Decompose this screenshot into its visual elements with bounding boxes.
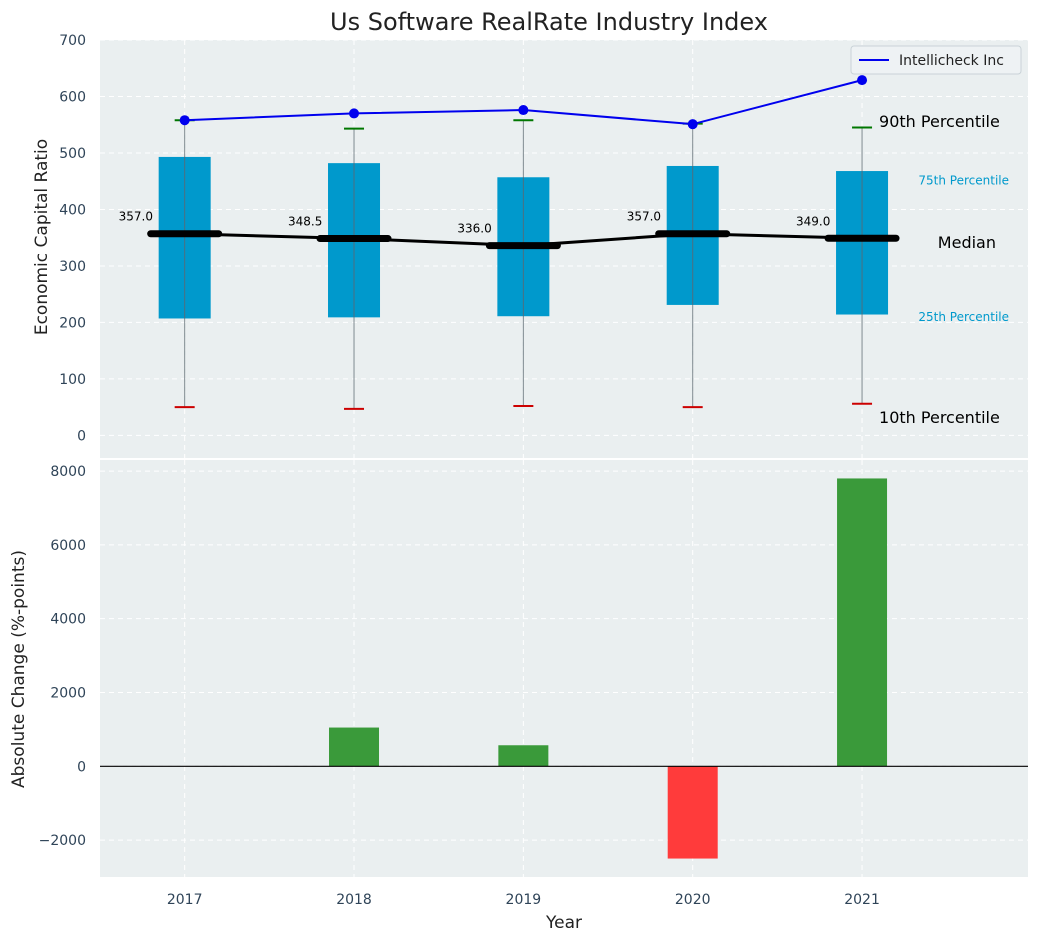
legend-frame: [850, 45, 1022, 75]
company-series-point: [349, 108, 360, 119]
chart-title: Us Software RealRate Industry Index: [330, 8, 768, 36]
company-series-point: [857, 75, 868, 86]
bottom-y-tick-label: 6000: [50, 538, 86, 554]
bottom-y-tick-label: −2000: [39, 833, 86, 849]
top-y-tick-label: 400: [59, 202, 86, 218]
bottom-y-axis-label: Absolute Change (%-points): [9, 550, 29, 788]
top-y-tick-label: 200: [59, 315, 86, 331]
company-series-point: [687, 119, 698, 130]
change-bar: [837, 478, 888, 767]
p75-annotation: 75th Percentile: [918, 174, 1009, 188]
top-panel: 0 100 200 300 400 500 600 700 357.0 348.5 336.0 357…: [59, 33, 1028, 458]
change-bar: [329, 727, 380, 767]
median-value-label: 357.0: [627, 210, 661, 224]
bottom-y-tick-label: 4000: [50, 612, 86, 628]
bottom-y-tick-label: 8000: [50, 464, 86, 480]
x-tick-label: 2018: [336, 892, 372, 908]
x-tick-label: 2019: [506, 892, 542, 908]
x-tick-label: 2020: [675, 892, 711, 908]
top-y-tick-label: 700: [59, 33, 86, 49]
change-bar: [498, 745, 549, 767]
top-plot-area: [100, 40, 1028, 458]
median-value-label: 349.0: [796, 214, 830, 228]
x-tick-label: 2017: [167, 892, 203, 908]
top-y-tick-label: 100: [59, 372, 86, 388]
company-series-point: [518, 105, 529, 116]
bottom-y-tick-label: 0: [77, 759, 86, 775]
median-value-label: 357.0: [119, 210, 153, 224]
x-tick-label: 2021: [844, 892, 880, 908]
x-axis-label: Year: [545, 913, 582, 933]
median-value-label: 348.5: [288, 215, 322, 229]
legend: Intellicheck Inc: [850, 45, 1022, 75]
top-y-tick-label: 600: [59, 89, 86, 105]
median-value-label: 336.0: [457, 222, 491, 236]
top-y-tick-label: 300: [59, 259, 86, 275]
change-bar: [667, 766, 718, 859]
top-y-tick-label: 0: [77, 428, 86, 444]
p90-annotation: 90th Percentile: [879, 112, 1000, 131]
top-y-axis-label: Economic Capital Ratio: [32, 139, 52, 335]
p25-annotation: 25th Percentile: [918, 310, 1009, 324]
bottom-y-tick-label: 2000: [50, 685, 86, 701]
company-series-point: [179, 115, 190, 126]
bottom-plot-area: [100, 460, 1028, 877]
p10-annotation: 10th Percentile: [879, 408, 1000, 427]
top-y-tick-label: 500: [59, 146, 86, 162]
legend-entry-label: Intellicheck Inc: [899, 53, 1004, 69]
median-annotation: Median: [938, 233, 996, 252]
bottom-panel: −2000 0 2000 4000 6000 8000 2017 2018 2019 2020 20…: [39, 460, 1028, 908]
